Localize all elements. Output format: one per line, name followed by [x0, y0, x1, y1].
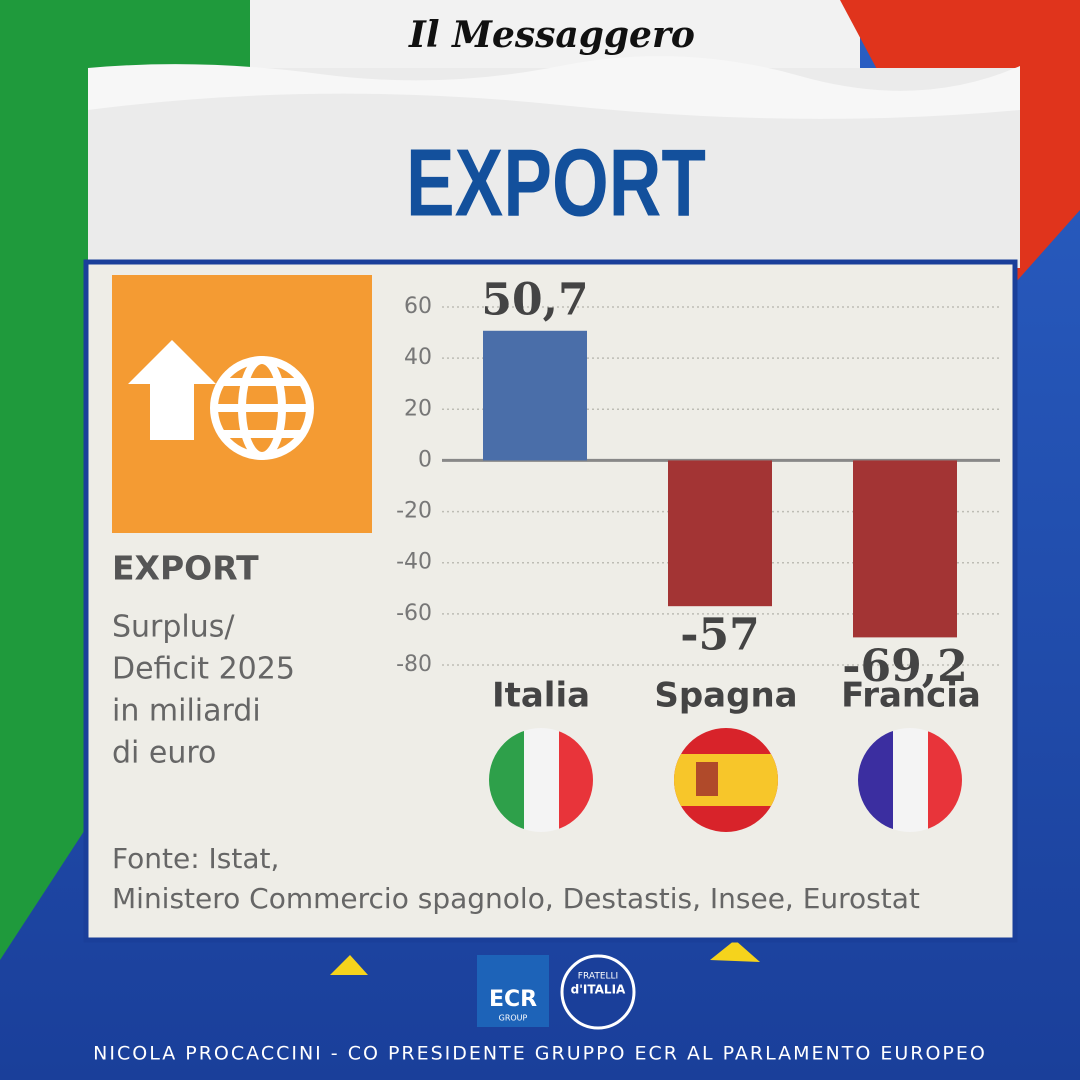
value-label: -57: [680, 610, 760, 661]
y-tick-label: -60: [396, 601, 432, 626]
bar: [668, 460, 772, 607]
subtitle: Surplus/: [112, 610, 235, 645]
subtitle: di euro: [112, 736, 216, 771]
fdi-top: FRATELLI: [578, 972, 618, 982]
subtitle: Deficit 2025: [112, 652, 295, 687]
subtitle: in miliardi: [112, 694, 261, 729]
y-tick-label: 20: [404, 396, 432, 421]
ecr-text: ECR: [489, 987, 537, 1012]
header: Il Messaggero: [408, 14, 695, 56]
flags: [489, 728, 962, 832]
y-tick-label: 0: [418, 447, 432, 472]
value-label: 50,7: [481, 274, 588, 325]
y-tick-label: -20: [396, 499, 432, 524]
source: Fonte: Istat,: [112, 842, 279, 875]
fdi-main: d'ITALIA: [571, 983, 626, 997]
ecr-sub: GROUP: [499, 1014, 528, 1023]
x-tick-label: Francia: [841, 676, 981, 716]
paper-tear: [88, 56, 1020, 119]
ecr-logo: [477, 955, 549, 1027]
y-tick-label: 60: [404, 294, 432, 319]
star: [330, 955, 368, 975]
fdi-logo: [560, 954, 636, 1030]
icon-arrow: [128, 340, 216, 440]
star: [710, 940, 760, 962]
footer: NICOLA PROCACCINI - CO PRESIDENTE GRUPPO…: [93, 1043, 987, 1065]
title: EXPORT: [406, 129, 706, 236]
y-tick-label: -80: [396, 652, 432, 677]
y-tick-label: 40: [404, 345, 432, 370]
source: Ministero Commercio spagnolo, Destastis,…: [112, 882, 920, 915]
value-label: -69,2: [842, 641, 967, 692]
bar: [853, 460, 957, 638]
bar: [483, 330, 587, 461]
x-tick-label: Italia: [492, 676, 590, 716]
panel-title: EXPORT: [112, 549, 259, 588]
icon: [210, 356, 314, 460]
x-tick-label: Spagna: [654, 676, 797, 716]
y-tick-label: -40: [396, 550, 432, 575]
